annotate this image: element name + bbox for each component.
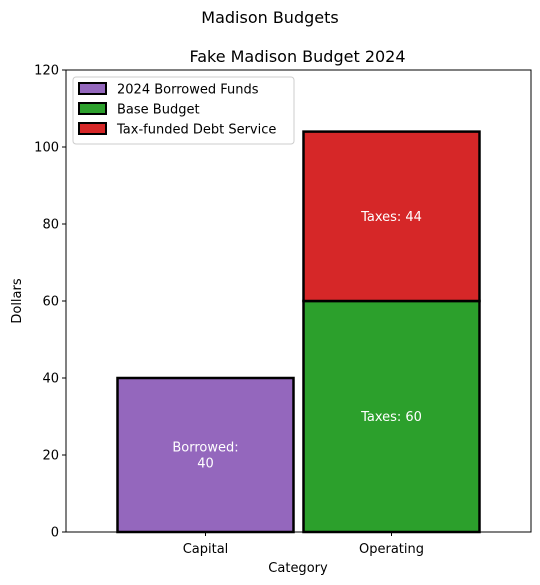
y-tick-label: 0 [51,526,59,541]
y-tick-label: 100 [34,141,59,156]
y-tick-label: 120 [34,64,59,79]
legend-swatch [78,82,107,95]
bar-data-label: Taxes: 44 [360,210,422,225]
legend-frame [72,76,295,145]
y-axis-label: Dollars [10,278,25,323]
y-tick-label: 40 [42,372,59,387]
bar [116,376,295,534]
y-axis: 0 20 40 60 80 100 120 [34,64,66,541]
x-tick-label: Capital [183,542,229,557]
x-axis-label: Category [268,561,328,576]
figure-title: Madison Budgets [201,8,339,27]
legend-entry-label: Tax-funded Debt Service [116,123,276,138]
legend-entry-label: Base Budget [117,103,200,118]
legend: 2024 Borrowed Funds Base Budget Tax-funded… [72,76,295,145]
legend-swatch [78,122,107,135]
y-tick-label: 60 [42,295,59,310]
x-tick-label: Operating [359,542,424,557]
bar [302,130,481,303]
legend-entry-label: 2024 Borrowed Funds [117,83,259,98]
chart-title: Fake Madison Budget 2024 [189,47,405,66]
y-tick-label: 80 [42,218,59,233]
bar-data-label: Taxes: 60 [360,410,422,425]
y-tick-label: 20 [42,449,59,464]
bar-data-label: Borrowed: 40 [172,441,238,472]
x-axis: Capital Operating [183,532,424,557]
legend-swatch [78,102,107,115]
bars-layer: Borrowed: 40 Taxes: 60 Taxes: 44 [116,130,481,534]
